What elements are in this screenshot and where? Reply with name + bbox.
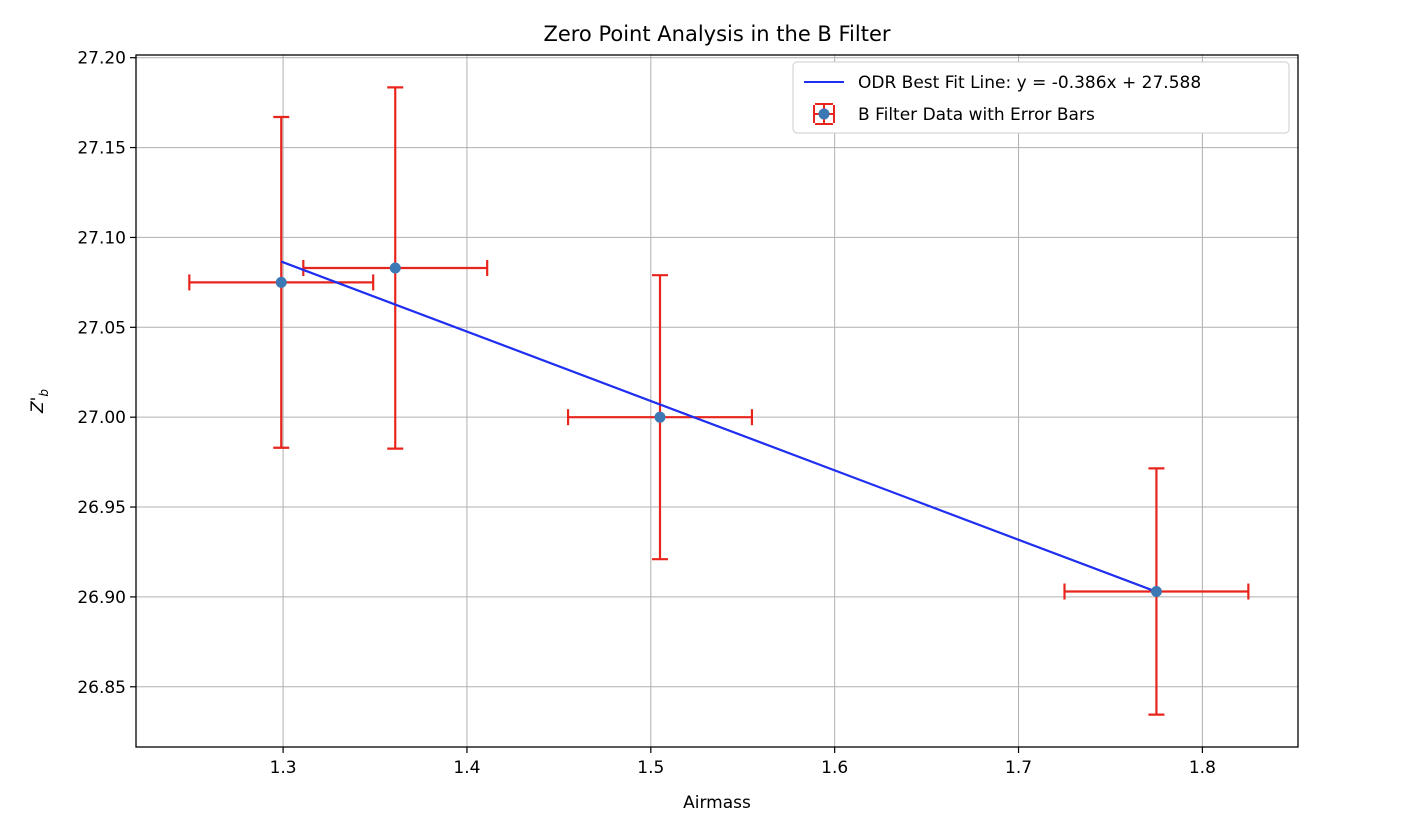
y-tick-label: 26.85	[77, 678, 126, 698]
y-tick-label: 27.15	[77, 139, 126, 159]
y-axis-label-main: Z'	[28, 397, 48, 414]
x-tick-label: 1.3	[270, 758, 297, 778]
plot-data	[188, 86, 1250, 716]
legend-errorbar-label: B Filter Data with Error Bars	[858, 105, 1095, 125]
legend-marker	[818, 108, 830, 120]
axis-ticks: 1.3 1.4 1.5 1.6 1.7 1.8 26.85 26.90 26.95 27.00 27…	[77, 49, 1216, 778]
y-axis-label-subscript: b	[37, 389, 51, 397]
x-tick-label: 1.5	[637, 758, 664, 778]
y-axis-label: Z'b	[28, 389, 51, 414]
y-tick-label: 26.90	[77, 588, 126, 608]
x-tick-label: 1.4	[453, 758, 480, 778]
y-tick-label: 27.00	[77, 408, 126, 428]
data-point	[275, 276, 287, 288]
x-tick-label: 1.7	[1005, 758, 1032, 778]
legend-errorbar-swatch	[813, 103, 835, 125]
chart-title: Zero Point Analysis in the B Filter	[543, 22, 890, 46]
data-point	[654, 411, 666, 423]
fit-line	[280, 260, 1157, 593]
data-point	[389, 262, 401, 274]
legend-fit-line-label: ODR Best Fit Line: y = -0.386x + 27.588	[858, 73, 1201, 93]
data-point	[1150, 586, 1162, 598]
x-tick-label: 1.8	[1189, 758, 1216, 778]
legend-box	[792, 61, 1290, 134]
y-tick-label: 27.20	[77, 49, 126, 69]
legend: ODR Best Fit Line: y = -0.386x + 27.588 …	[792, 61, 1290, 134]
plot-frame	[135, 54, 1299, 748]
x-tick-label: 1.6	[821, 758, 848, 778]
grid-lines	[136, 55, 1298, 747]
y-tick-label: 27.10	[77, 228, 126, 248]
y-tick-label: 26.95	[77, 498, 126, 518]
x-axis-label: Airmass	[683, 793, 751, 813]
y-tick-label: 27.05	[77, 318, 126, 338]
